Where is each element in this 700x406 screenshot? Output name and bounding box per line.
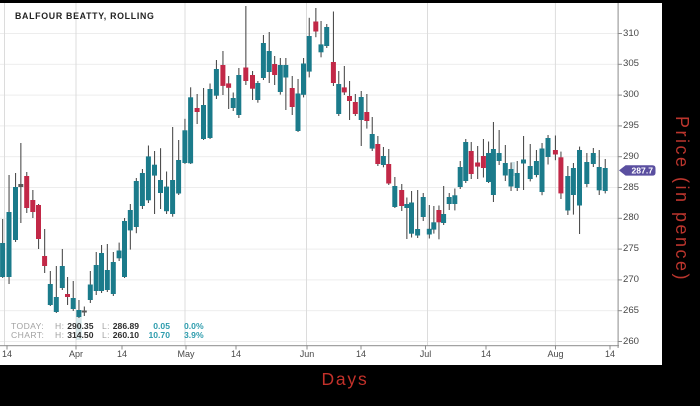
svg-text:287.7: 287.7 <box>631 165 653 175</box>
